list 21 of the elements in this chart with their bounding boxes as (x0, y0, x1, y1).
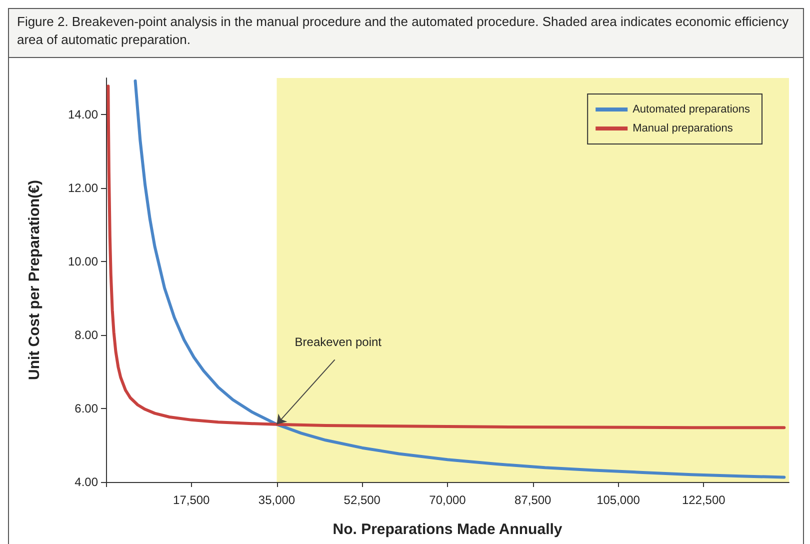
y-tick-label: 4.00 (74, 475, 98, 489)
x-tick-label: 105,000 (596, 493, 640, 507)
line-series (134, 79, 786, 479)
y-tick-label: 6.00 (74, 402, 98, 416)
legend-label: Manual preparations (632, 122, 734, 134)
y-axis-title: Unit Cost per Preparation(€) (26, 180, 43, 380)
y-tick-label: 10.00 (68, 254, 98, 269)
x-tick-label: 17,500 (173, 493, 210, 507)
y-tick-label: 14.00 (68, 108, 98, 122)
annotation: Breakeven point (294, 334, 382, 349)
line-series (106, 84, 786, 430)
x-tick-label: 70,000 (429, 493, 466, 507)
legend-label: Automated preparations (632, 104, 750, 116)
y-tick-label: 8.00 (74, 328, 98, 342)
chart-title: Figure 2. Breakeven-point analysis in the manual procedure and the automated procedure. Shaded area indicates economic efficiency area of automatic preparation. (8, 8, 804, 58)
y-tick-label: 12.00 (68, 181, 98, 196)
x-axis-title: No. Preparations Made Annually (332, 521, 563, 538)
x-tick-label: 87,500 (514, 493, 552, 507)
x-tick-label: 122,500 (682, 493, 726, 507)
x-tick-label: 52,500 (344, 493, 381, 507)
x-tick-label: 35,000 (258, 493, 296, 507)
